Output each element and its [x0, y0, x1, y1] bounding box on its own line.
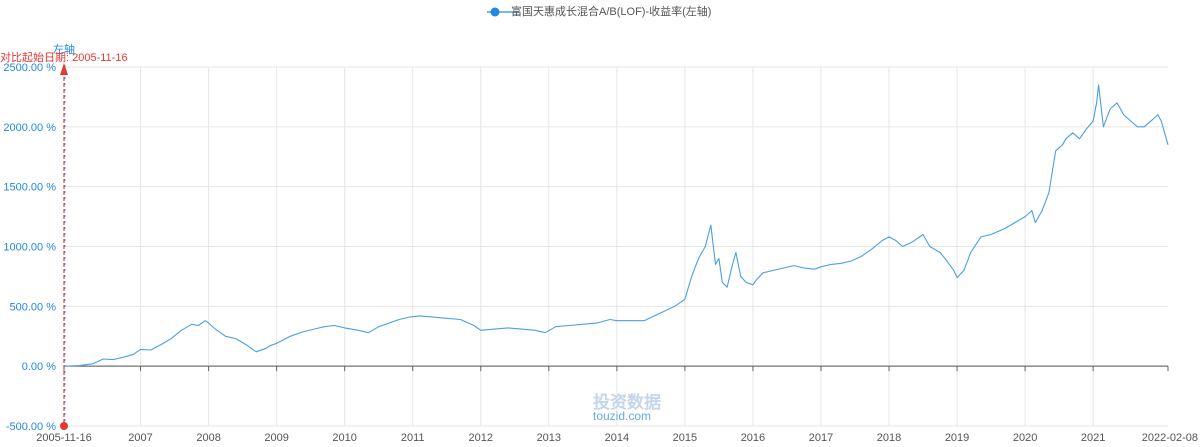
x-tick-label: 2019 — [945, 432, 969, 444]
legend-label[interactable]: 富国天惠成长混合A/B(LOF)-收益率(左轴) — [511, 4, 711, 18]
x-tick-label: 2017 — [809, 432, 833, 444]
watermark-en-text: touzid.com — [593, 409, 651, 423]
series-layer — [63, 84, 1169, 367]
y-tick-label: 1000.00 % — [3, 242, 56, 254]
legend-dot-icon — [490, 7, 500, 17]
x-tick-label: 2014 — [605, 432, 629, 444]
x-tick-label: 2021 — [1081, 432, 1105, 444]
y-tick-label: 2500.00 % — [3, 62, 56, 74]
x-tick-label: 2020 — [1013, 432, 1037, 444]
x-tick-label: 2005-11-16 — [36, 432, 91, 444]
start-marker-dot-icon — [60, 422, 68, 430]
y-tick-label: 2000.00 % — [3, 122, 56, 134]
x-tick-label: 2015 — [673, 432, 697, 444]
x-tick-label: 2018 — [877, 432, 901, 444]
y-tick-label: -500.00 % — [6, 421, 56, 433]
start-marker-arrow-icon — [60, 63, 68, 75]
start-date-label: 对比起始日期: 2005-11-16 — [0, 50, 128, 64]
x-tick-label: 2012 — [469, 432, 493, 444]
x-tick-label: 2010 — [332, 432, 356, 444]
x-tick-label: 2022-02-08 — [1142, 432, 1198, 444]
x-axis-tick-labels: 2005-11-16 2007 2008 2009 2010 2011 2012 2013 20… — [36, 432, 1198, 444]
legend[interactable]: 富国天惠成长混合A/B(LOF)-收益率(左轴) — [487, 4, 711, 18]
x-tick-label: 2016 — [741, 432, 765, 444]
y-tick-label: 500.00 % — [10, 301, 57, 313]
y-axis-tick-labels: -500.00 % 0.00 % 500.00 % 1000.00 % 1500.00 … — [3, 62, 56, 433]
grid-lines — [64, 66, 1168, 427]
y-tick-label: 1500.00 % — [3, 182, 56, 194]
x-tick-label: 2011 — [401, 432, 425, 444]
x-tick-label: 2013 — [537, 432, 561, 444]
series-line — [63, 84, 1169, 367]
watermark-cn-text: 投资数据 — [593, 392, 661, 413]
x-tick-label: 2007 — [128, 432, 152, 444]
watermark: 投资数据 touzid.com — [593, 392, 661, 423]
axes — [63, 365, 1169, 372]
y-tick-label: 0.00 % — [22, 361, 56, 373]
y-axis-name: 左轴 — [53, 42, 75, 56]
x-tick-label: 2008 — [196, 432, 220, 444]
x-tick-label: 2009 — [264, 432, 288, 444]
